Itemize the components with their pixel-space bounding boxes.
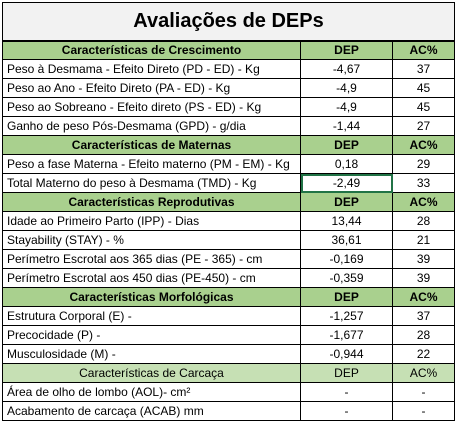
dep-evaluation-sheet: Avaliações de DEPs Características de Cr…	[1, 2, 456, 421]
trait-label-cell[interactable]: Idade ao Primeiro Parto (IPP) - Dias	[2, 211, 301, 231]
accuracy-value-cell[interactable]: 39	[391, 268, 456, 288]
dep-value-cell[interactable]: -4,67	[300, 59, 393, 79]
dep-value-cell[interactable]: -0,359	[300, 268, 393, 288]
table-row: Peso ao Ano - Efeito Direto (PA - ED) - …	[2, 78, 456, 98]
section-heading[interactable]: Características de Crescimento	[2, 40, 301, 60]
dep-column-header[interactable]: DEP	[300, 135, 393, 155]
table-row: Precocidade (P) - -1,677 28	[2, 325, 456, 345]
accuracy-value-cell[interactable]: 21	[391, 230, 456, 250]
table-row: Ganho de peso Pós-Desmama (GPD) - g/dia -…	[2, 116, 456, 136]
ac-column-header[interactable]: AC%	[391, 287, 456, 307]
ac-column-header[interactable]: AC%	[391, 363, 456, 383]
trait-label-cell[interactable]: Total Materno do peso à Desmama (TMD) - …	[2, 173, 301, 193]
ac-column-header[interactable]: AC%	[391, 192, 456, 212]
accuracy-value-cell[interactable]: 29	[391, 154, 456, 174]
trait-label-cell[interactable]: Área de olho de lombo (AOL)- cm²	[2, 382, 301, 402]
section-header-row: Características Reprodutivas DEP AC%	[2, 192, 456, 212]
accuracy-value-cell[interactable]: 45	[391, 78, 456, 98]
table-row: Peso à Desmama - Efeito Direto (PD - ED)…	[2, 59, 456, 79]
table-row: Total Materno do peso à Desmama (TMD) - …	[2, 173, 456, 193]
trait-label-cell[interactable]: Peso ao Ano - Efeito Direto (PA - ED) - …	[2, 78, 301, 98]
table-row: Peso ao Sobreano - Efeito direto (PS - E…	[2, 97, 456, 117]
trait-label-cell[interactable]: Ganho de peso Pós-Desmama (GPD) - g/dia	[2, 116, 301, 136]
section-heading[interactable]: Características de Carcaça	[2, 363, 301, 383]
trait-label-cell[interactable]: Peso ao Sobreano - Efeito direto (PS - E…	[2, 97, 301, 117]
section-heading[interactable]: Características Morfológicas	[2, 287, 301, 307]
dep-value-cell[interactable]: -2,49	[300, 173, 393, 193]
dep-column-header[interactable]: DEP	[300, 40, 393, 60]
dep-value-cell[interactable]: 36,61	[300, 230, 393, 250]
accuracy-value-cell[interactable]: 37	[391, 59, 456, 79]
section-header-row: Características Morfológicas DEP AC%	[2, 287, 456, 307]
section-header-row: Características de Maternas DEP AC%	[2, 135, 456, 155]
dep-value-cell[interactable]: -0,944	[300, 344, 393, 364]
table-row: Estrutura Corporal (E) - -1,257 37	[2, 306, 456, 326]
dep-value-cell[interactable]: -0,169	[300, 249, 393, 269]
dep-value-cell[interactable]: -1,677	[300, 325, 393, 345]
accuracy-value-cell[interactable]: 45	[391, 97, 456, 117]
table-row: Idade ao Primeiro Parto (IPP) - Dias 13,4…	[2, 211, 456, 231]
accuracy-value-cell[interactable]: 33	[391, 173, 456, 193]
trait-label-cell[interactable]: Musculosidade (M) -	[2, 344, 301, 364]
dep-value-cell[interactable]: -	[300, 401, 393, 421]
dep-column-header[interactable]: DEP	[300, 363, 393, 383]
dep-value-cell[interactable]: -1,44	[300, 116, 393, 136]
trait-label-cell[interactable]: Estrutura Corporal (E) -	[2, 306, 301, 326]
table-row: Perímetro Escrotal aos 450 dias (PE-450)…	[2, 268, 456, 288]
section-header-row: Características de Crescimento DEP AC%	[2, 40, 456, 60]
accuracy-value-cell[interactable]: 28	[391, 211, 456, 231]
trait-label-cell[interactable]: Stayability (STAY) - %	[2, 230, 301, 250]
dep-column-header[interactable]: DEP	[300, 287, 393, 307]
dep-value-cell[interactable]: 0,18	[300, 154, 393, 174]
accuracy-value-cell[interactable]: 22	[391, 344, 456, 364]
dep-value-cell[interactable]: -4,9	[300, 78, 393, 98]
table-row: Stayability (STAY) - % 36,61 21	[2, 230, 456, 250]
accuracy-value-cell[interactable]: 27	[391, 116, 456, 136]
trait-label-cell[interactable]: Peso à Desmama - Efeito Direto (PD - ED)…	[2, 59, 301, 79]
title-row: Avaliações de DEPs	[1, 2, 456, 42]
section-header-row: Características de Carcaça DEP AC%	[2, 363, 456, 383]
accuracy-value-cell[interactable]: 28	[391, 325, 456, 345]
sheet-title[interactable]: Avaliações de DEPs	[1, 2, 456, 42]
ac-column-header[interactable]: AC%	[391, 135, 456, 155]
dep-value-cell[interactable]: -4,9	[300, 97, 393, 117]
table-row: Área de olho de lombo (AOL)- cm² - -	[2, 382, 456, 402]
trait-label-cell[interactable]: Perímetro Escrotal aos 450 dias (PE-450)…	[2, 268, 301, 288]
section-heading[interactable]: Características Reprodutivas	[2, 192, 301, 212]
accuracy-value-cell[interactable]: -	[391, 401, 456, 421]
trait-label-cell[interactable]: Acabamento de carcaça (ACAB) mm	[2, 401, 301, 421]
dep-value-cell[interactable]: 13,44	[300, 211, 393, 231]
dep-value-cell[interactable]: -	[300, 382, 393, 402]
table-row: Acabamento de carcaça (ACAB) mm - -	[2, 401, 456, 421]
trait-label-cell[interactable]: Precocidade (P) -	[2, 325, 301, 345]
trait-label-cell[interactable]: Peso a fase Materna - Efeito materno (PM…	[2, 154, 301, 174]
ac-column-header[interactable]: AC%	[391, 40, 456, 60]
accuracy-value-cell[interactable]: 37	[391, 306, 456, 326]
trait-label-cell[interactable]: Perímetro Escrotal aos 365 dias (PE - 36…	[2, 249, 301, 269]
table-row: Peso a fase Materna - Efeito materno (PM…	[2, 154, 456, 174]
accuracy-value-cell[interactable]: 39	[391, 249, 456, 269]
dep-value-cell[interactable]: -1,257	[300, 306, 393, 326]
accuracy-value-cell[interactable]: -	[391, 382, 456, 402]
section-heading[interactable]: Características de Maternas	[2, 135, 301, 155]
table-row: Perímetro Escrotal aos 365 dias (PE - 36…	[2, 249, 456, 269]
table-row: Musculosidade (M) - -0,944 22	[2, 344, 456, 364]
dep-column-header[interactable]: DEP	[300, 192, 393, 212]
